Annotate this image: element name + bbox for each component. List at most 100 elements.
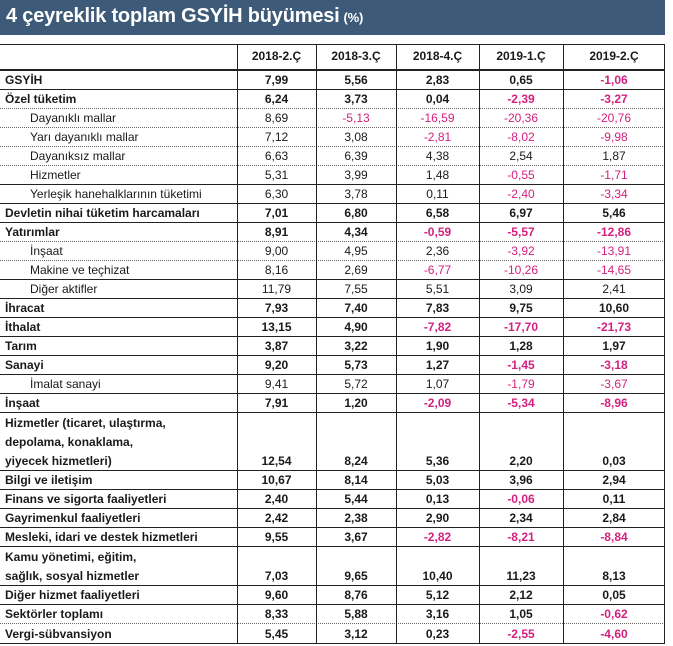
value-cell: 9,55: [264, 530, 289, 544]
value-cell: -8,84: [600, 530, 628, 544]
value-cell: 7,91: [264, 396, 289, 410]
row-divider: [0, 222, 665, 223]
row-divider: [0, 165, 665, 166]
row-divider: [0, 489, 665, 490]
value-cell: 13,15: [261, 320, 292, 334]
row-divider: [0, 470, 665, 471]
value-cell: 5,46: [602, 206, 626, 220]
value-cell: 3,96: [509, 473, 533, 487]
value-cell: 6,97: [509, 206, 533, 220]
row-divider: [0, 203, 665, 204]
value-cell: 9,41: [264, 377, 289, 391]
row-divider: [0, 546, 665, 547]
row-label-line: depolama, konaklama,: [5, 435, 134, 449]
column-header: 2019-1.Ç: [496, 49, 546, 63]
value-cell: 2,83: [425, 73, 450, 87]
value-cell: 9,75: [509, 301, 533, 315]
row-label: Kamu yönetimi, eğitim, sağlık, sosyal hiz…: [0, 550, 237, 588]
value-cell: 2,40: [264, 492, 289, 506]
value-cell: 10,67: [261, 473, 292, 487]
row-label: GSYİH: [5, 73, 43, 87]
value-cell: 8,91: [264, 225, 289, 239]
row-divider: [0, 260, 665, 261]
value-cell: 2,20: [509, 454, 533, 468]
value-cell: -5,57: [507, 225, 535, 239]
row-label: İnşaat: [30, 244, 63, 258]
row-label: Tarım: [5, 339, 37, 353]
value-cell: 2,94: [602, 473, 626, 487]
row-divider: [0, 69, 665, 71]
row-divider: [0, 127, 665, 128]
value-cell: 7,55: [344, 282, 368, 296]
row-divider: [0, 336, 665, 337]
value-cell: -0,06: [507, 492, 535, 506]
value-cell: -20,76: [596, 111, 632, 125]
value-cell: -2,40: [507, 187, 535, 201]
value-cell: -3,67: [600, 377, 628, 391]
value-cell: 7,93: [264, 301, 289, 315]
value-cell: -10,26: [503, 263, 539, 277]
value-cell: 5,72: [344, 377, 368, 391]
column-divider: [664, 44, 665, 644]
row-label-line: sağlık, sosyal hizmetler: [5, 569, 140, 583]
value-cell: 2,38: [344, 511, 368, 525]
value-cell: -3,27: [600, 92, 628, 106]
value-cell: -17,70: [503, 320, 539, 334]
value-cell: -20,36: [503, 111, 539, 125]
value-cell: 2,69: [344, 263, 368, 277]
row-divider: [0, 374, 665, 375]
row-label: Vergi-sübvansiyon: [5, 627, 112, 641]
row-label: Dayanıksız mallar: [30, 149, 126, 163]
value-cell: 7,99: [264, 73, 289, 87]
row-label: Özel tüketim: [5, 92, 77, 106]
value-cell: -2,09: [423, 396, 452, 410]
value-cell: 5,03: [425, 473, 450, 487]
value-cell: -1,06: [600, 73, 628, 87]
value-cell: 4,95: [344, 244, 368, 258]
row-divider: [0, 146, 665, 147]
value-cell: 2,54: [509, 149, 533, 163]
value-cell: 5,31: [264, 168, 289, 182]
value-cell: 3,08: [344, 130, 368, 144]
value-cell: -2,82: [423, 530, 452, 544]
value-cell: -7,82: [423, 320, 452, 334]
value-cell: 0,11: [602, 492, 626, 506]
value-cell: 7,40: [344, 301, 368, 315]
value-cell: 4,38: [425, 149, 450, 163]
row-label: Diğer aktifler: [30, 282, 98, 296]
value-cell: 5,36: [425, 454, 450, 468]
row-label: Mesleki, idari ve destek hizmetleri: [5, 530, 198, 544]
value-cell: 4,90: [344, 320, 368, 334]
table-title-bar: 4 çeyreklik toplam GSYİH büyümesi (%): [0, 0, 665, 35]
row-divider: [0, 393, 665, 394]
column-divider: [316, 44, 317, 644]
value-cell: 2,84: [602, 511, 626, 525]
row-label: Dayanıklı mallar: [30, 111, 117, 125]
value-cell: 5,51: [425, 282, 450, 296]
value-cell: 3,99: [344, 168, 368, 182]
value-cell: -0,55: [507, 168, 535, 182]
value-cell: 5,88: [344, 607, 368, 621]
value-cell: -4,60: [600, 627, 628, 641]
column-divider: [479, 44, 480, 644]
value-cell: -8,96: [600, 396, 628, 410]
value-cell: -8,21: [507, 530, 535, 544]
value-cell: -5,34: [507, 396, 535, 410]
value-cell: 0,65: [509, 73, 533, 87]
value-cell: 1,48: [425, 168, 450, 182]
value-cell: 5,73: [344, 358, 368, 372]
column-divider: [237, 44, 238, 644]
value-cell: 6,39: [344, 149, 368, 163]
row-label: Gayrimenkul faaliyetleri: [5, 511, 141, 525]
value-cell: 4,34: [344, 225, 368, 239]
row-label: Makine ve teçhizat: [30, 263, 130, 277]
value-cell: -1,79: [507, 377, 535, 391]
row-label: İthalat: [5, 320, 41, 334]
value-cell: 12,54: [261, 454, 292, 468]
row-label: Hizmetler (ticaret, ulaştırma, depolama, …: [0, 416, 237, 473]
value-cell: -5,13: [342, 111, 370, 125]
row-divider: [0, 623, 665, 624]
value-cell: -3,18: [600, 358, 628, 372]
value-cell: 7,03: [264, 569, 289, 583]
value-cell: 8,24: [344, 454, 368, 468]
